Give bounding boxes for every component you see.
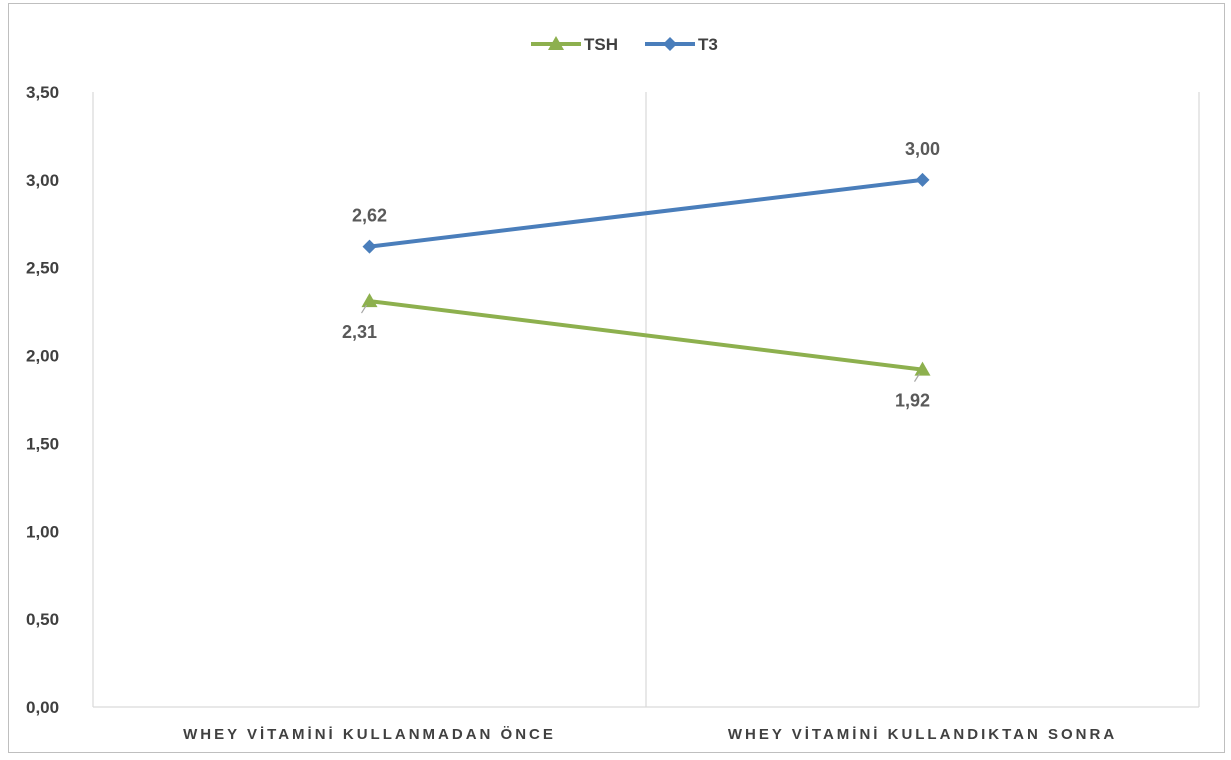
data-label-t3: 2,62 (352, 206, 387, 226)
data-point-t3 (915, 172, 930, 187)
data-label-tsh: 2,31 (342, 322, 377, 342)
x-category-label: WHEY VİTAMİNİ KULLANDIKTAN SONRA (728, 726, 1117, 743)
y-tick-label: 3,00 (26, 171, 59, 190)
data-label-tsh: 1,92 (895, 391, 930, 411)
series-line-tsh (369, 299, 923, 372)
data-label-leader (913, 373, 921, 382)
legend-label-t3: T3 (698, 35, 718, 54)
legend-marker-tsh (548, 36, 564, 50)
y-tick-label: 1,50 (26, 434, 59, 453)
chart-area: 0,00 0,50 1,00 1,50 2,00 2,50 3,00 3,50 WHEY VİT… (8, 3, 1225, 753)
y-tick-label: 2,00 (26, 347, 59, 366)
y-tick-label: 0,00 (26, 698, 59, 717)
series-line-t3 (369, 177, 923, 249)
data-point-t3 (362, 239, 377, 254)
y-tick-label: 3,50 (26, 83, 59, 102)
y-tick-label: 0,50 (26, 610, 59, 629)
line-chart: 0,00 0,50 1,00 1,50 2,00 2,50 3,00 3,50 WHEY VİT… (26, 35, 1200, 743)
data-label-t3: 3,00 (905, 139, 940, 159)
data-point-tsh (361, 293, 378, 308)
y-tick-label: 1,00 (26, 522, 59, 541)
legend-marker-t3 (663, 37, 677, 51)
data-label-leader (360, 304, 368, 314)
legend-label-tsh: TSH (584, 35, 618, 54)
x-category-label: WHEY VİTAMİNİ KULLANMADAN ÖNCE (183, 726, 556, 743)
y-tick-label: 2,50 (26, 259, 59, 278)
data-point-tsh (914, 361, 931, 376)
